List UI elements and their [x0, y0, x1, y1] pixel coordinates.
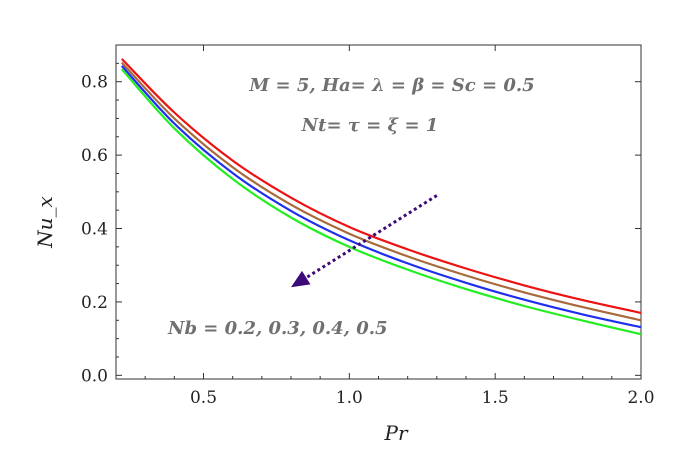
- params-line1: M = 5, Ha= λ = β = Sc = 0.5: [248, 75, 534, 96]
- arrow-head: [291, 270, 311, 288]
- y-tick-label: 0.8: [81, 73, 108, 93]
- y-tick-label: 0.6: [81, 146, 108, 166]
- arrow-shaft: [305, 194, 438, 279]
- y-tick-label: 0.4: [81, 220, 108, 240]
- params-line2: Nt= τ = ξ = 1: [301, 115, 439, 136]
- y-tick-label: 0.0: [81, 366, 108, 386]
- x-axis-label: Pr: [383, 421, 408, 445]
- nb-arrow: [291, 194, 438, 288]
- series-group: [120, 58, 642, 336]
- series-line-2: [121, 61, 642, 322]
- x-tick-label: 2.0: [627, 388, 654, 408]
- y-axis-label: Nu_x: [33, 196, 57, 249]
- series-line-4: [120, 68, 642, 336]
- nb-label: Nb = 0.2, 0.3, 0.4, 0.5: [167, 318, 388, 339]
- x-tick-label: 0.5: [190, 388, 217, 408]
- series-line-1: [121, 58, 642, 314]
- y-tick-label: 0.2: [81, 293, 108, 313]
- x-tick-label: 1.0: [336, 388, 363, 408]
- series-line-3: [120, 65, 642, 329]
- axis-ticks: 0.5 1.0 1.5 2.0 0.0 0.2 0.4 0.6 0.8: [81, 45, 655, 408]
- x-tick-label: 1.5: [482, 388, 509, 408]
